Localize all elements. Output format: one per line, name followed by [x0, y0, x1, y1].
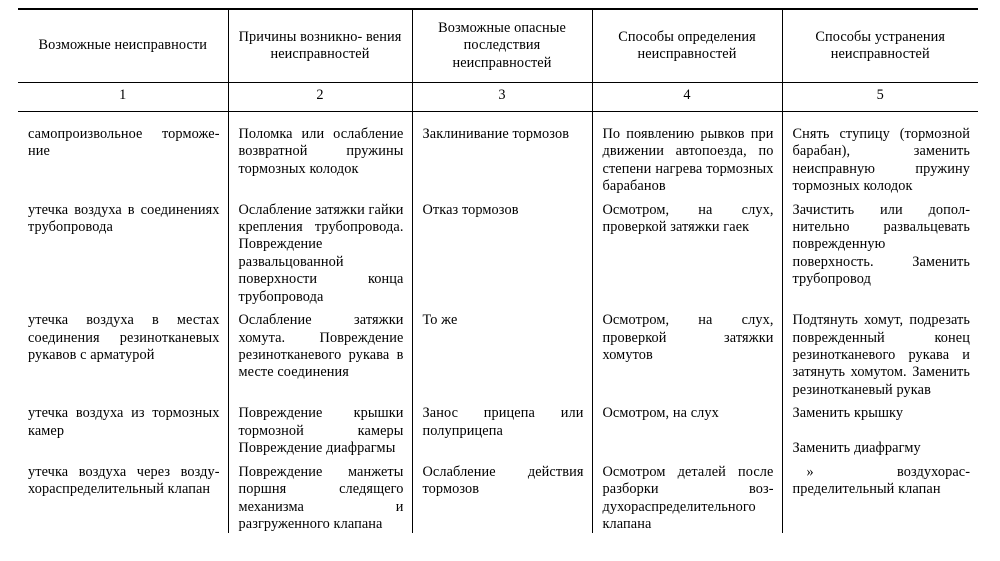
faults-table: Возможные неисправности Причины возникно…	[18, 8, 978, 533]
table-row: утечка воздуха через возду­хораспределит…	[18, 458, 978, 534]
cell-detect: Осмотром деталей после разборки воз­духо…	[592, 458, 782, 534]
col-num-3: 3	[412, 83, 592, 111]
cell-fix: Снять ступицу (тор­мозной барабан), за­м…	[782, 111, 978, 195]
cell-fix: Зачистить или допол­нительно развальце­в…	[782, 196, 978, 307]
cell-fault: утечка воздуха из тормоз­ных камер	[18, 399, 228, 457]
col-num-5: 5	[782, 83, 978, 111]
table-row: утечка воздуха в соедине­ниях трубопрово…	[18, 196, 978, 307]
table-row: самопроизвольное торможе­ние Поломка или…	[18, 111, 978, 195]
cell-cause: Повреждение ман­жеты поршня следя­щего м…	[228, 458, 412, 534]
cell-effect: То же	[412, 306, 592, 399]
col-header-2: Причины возникно- вения неисправностей	[228, 9, 412, 83]
cell-effect: Занос прицепа или полуприцепа	[412, 399, 592, 457]
cell-detect: По появлению рыв­ков при движении автопо…	[592, 111, 782, 195]
column-number-row: 1 2 3 4 5	[18, 83, 978, 111]
cell-cause: Поломка или ослаб­ление возвратной пружи…	[228, 111, 412, 195]
cell-detect: Осмотром, на слух	[592, 399, 782, 457]
col-num-1: 1	[18, 83, 228, 111]
col-header-3: Возможные опасные последствия неисправно…	[412, 9, 592, 83]
cell-effect: Ослабление действия тормозов	[412, 458, 592, 534]
cell-effect: Отказ тормозов	[412, 196, 592, 307]
cell-detect: Осмотром, на слух, проверкой затяжки гае…	[592, 196, 782, 307]
cell-cause: Ослабление затяжки хомута. Поврежде­ние …	[228, 306, 412, 399]
table-body: самопроизвольное торможе­ние Поломка или…	[18, 111, 978, 533]
cell-fault: самопроизвольное торможе­ние	[18, 111, 228, 195]
cell-detect: Осмотром, на слух, проверкой затяжки хом…	[592, 306, 782, 399]
header-row: Возможные неисправности Причины возникно…	[18, 9, 978, 83]
cell-fix: » воздухорас­пределительный кла­пан	[782, 458, 978, 534]
cell-cause: Ослабление затяжки гайки крепления тру­б…	[228, 196, 412, 307]
cell-fault: утечка воздуха в соедине­ниях трубопрово…	[18, 196, 228, 307]
cell-cause: Повреждение крыш­ки тормозной камеры Пов…	[228, 399, 412, 457]
cell-fix: Заменить крышкуЗаменить диафрагму	[782, 399, 978, 457]
cell-fix: Подтянуть хомут, под­резать поврежденный…	[782, 306, 978, 399]
col-header-4: Способы определения неисправностей	[592, 9, 782, 83]
col-num-2: 2	[228, 83, 412, 111]
col-header-5: Способы устранения неисправностей	[782, 9, 978, 83]
table-row: утечка воздуха в местах соединения резин…	[18, 306, 978, 399]
table-row: утечка воздуха из тормоз­ных камер Повре…	[18, 399, 978, 457]
col-num-4: 4	[592, 83, 782, 111]
cell-fault: утечка воздуха через возду­хораспределит…	[18, 458, 228, 534]
col-header-1: Возможные неисправности	[18, 9, 228, 83]
cell-effect: Заклинивание тор­мозов	[412, 111, 592, 195]
cell-fault: утечка воздуха в местах соединения резин…	[18, 306, 228, 399]
